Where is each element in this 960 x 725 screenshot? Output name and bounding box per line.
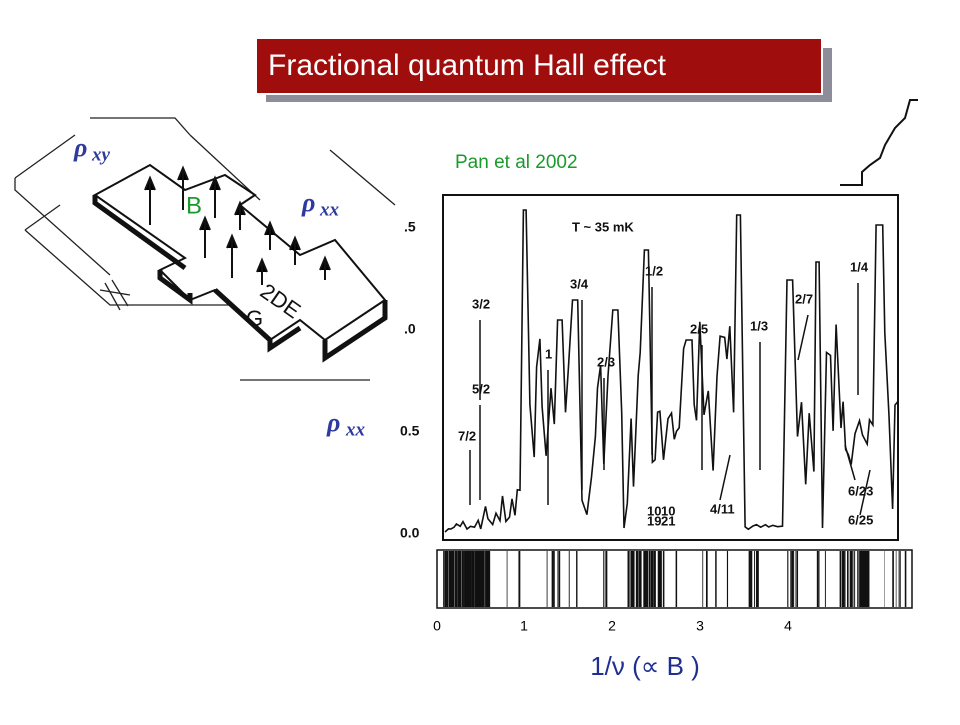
plateau-sketch: [840, 99, 918, 186]
fraction-label: 2/3: [597, 354, 615, 369]
x-label: 1/ν (∝ B ): [590, 651, 700, 681]
citation: Pan et al 2002: [455, 152, 578, 173]
fraction-label: 10: [647, 503, 661, 518]
y-tick-label: .0: [404, 321, 416, 337]
fraction-label: 3/4: [570, 276, 589, 291]
y-label: ρ: [326, 408, 340, 437]
arrow: [719, 454, 731, 501]
rho-xx: ρ: [301, 188, 315, 217]
arrow: [844, 444, 856, 481]
rho-xy: ρ: [73, 133, 87, 162]
y-label-sub: xx: [345, 419, 366, 440]
y-tick-label: .5: [404, 219, 416, 235]
fraction-label: 1/3: [750, 318, 768, 333]
temperature: T ~ 35 mK: [572, 219, 634, 234]
fraction-label: 4/11: [710, 501, 735, 516]
fraction-label: 1/4: [850, 259, 869, 274]
fraction-label: 3/2: [472, 296, 490, 311]
title-box: [255, 37, 823, 95]
y-tick-label: 0.0: [400, 525, 420, 541]
arrow: [859, 469, 871, 516]
hall-bar-edge: [92, 195, 388, 363]
fraction-label: 1/2: [645, 263, 663, 278]
y-tick-label: 0.5: [400, 423, 420, 439]
sample-label-cont: G: [246, 306, 263, 331]
title: Fractional quantum Hall effect: [268, 49, 667, 82]
fraction-label: 10: [661, 503, 675, 518]
fraction-arrows: [469, 283, 871, 516]
x-tick-label: 4: [784, 618, 792, 634]
fraction-label: 1: [545, 346, 552, 361]
rho-xy-sub: xy: [91, 144, 111, 165]
fraction-label: 2/5: [690, 321, 708, 336]
fraction-label: 6/25: [848, 512, 873, 527]
x-tick-label: 1: [520, 618, 528, 634]
field-label: B: [186, 192, 202, 219]
barcode: [443, 551, 907, 607]
fraction-label: 7/2: [458, 428, 476, 443]
field-arrows: [144, 165, 331, 285]
device-sketch: [14, 117, 396, 381]
x-tick-label: 2: [608, 618, 616, 634]
rho-trace: [444, 209, 899, 533]
fraction-label: 6/23: [848, 483, 873, 498]
plot-frame: [442, 194, 899, 541]
fraction-label: 19: [647, 513, 661, 528]
x-tick-label: 3: [696, 618, 704, 634]
fraction-label: 5/2: [472, 381, 490, 396]
rho-xx-sub: xx: [319, 199, 340, 220]
fraction-label: 2/7: [795, 291, 813, 306]
arrow: [797, 314, 809, 361]
barcode-frame: [436, 549, 913, 609]
x-tick-label: 0: [433, 618, 441, 634]
fraction-label: 21: [661, 513, 675, 528]
